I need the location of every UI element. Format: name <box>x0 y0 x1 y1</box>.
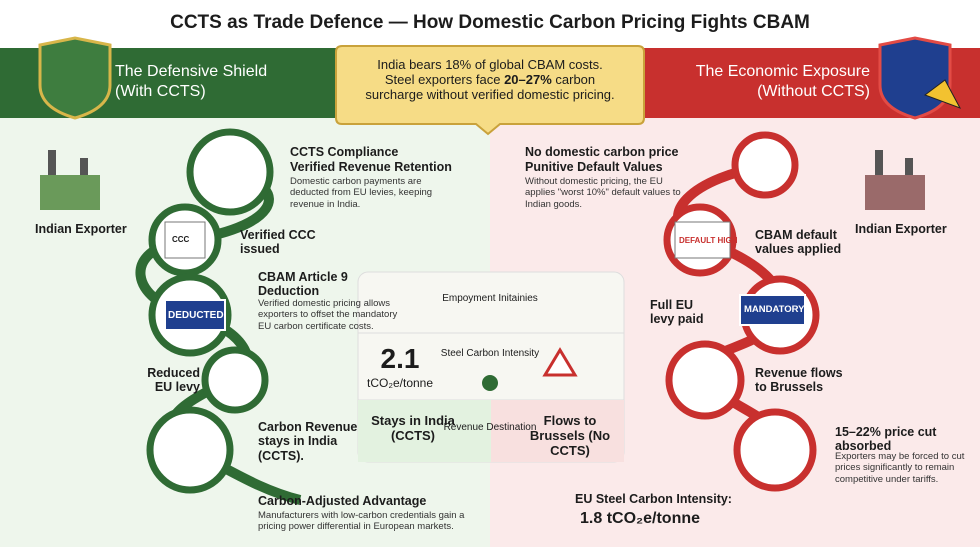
step-title: Full EU levy paid <box>650 298 704 327</box>
banner-text-part: carbon <box>551 71 596 87</box>
right-header-subtitle: (Without CCTS) <box>757 83 870 100</box>
banner-highlight: 20–27% <box>504 71 552 87</box>
step-title: Reduced EU levy <box>147 366 200 395</box>
stamp-label: DEDUCTED <box>168 310 224 321</box>
chimney <box>80 158 88 175</box>
left-header-subtitle: (With CCTS) <box>115 83 206 100</box>
step-body: Domestic carbon payments are deducted fr… <box>290 176 433 210</box>
shield-icon <box>38 36 112 120</box>
step-subtitle: Punitive Default Values <box>525 160 663 174</box>
node <box>731 131 799 199</box>
warning-icon <box>923 79 962 109</box>
banner-box <box>335 45 645 136</box>
certificate-label: CCC <box>172 235 190 244</box>
row-label: Empoyment Initainies <box>442 293 538 304</box>
step-body: Verified domestic pricing allows exporte… <box>258 298 398 332</box>
left-header-title: The Defensive Shield <box>115 63 268 80</box>
step-title: No domestic carbon price <box>525 145 679 159</box>
factory-body <box>865 175 925 210</box>
node <box>146 406 234 494</box>
right-cell-text: Flows to Brussels (No CCTS) <box>529 413 611 458</box>
step-title: CCTS Compliance <box>290 145 399 159</box>
right-header-title: The Economic Exposure <box>695 63 870 80</box>
chimney <box>875 150 883 175</box>
step-title: 15–22% price cut absorbed <box>835 425 937 454</box>
step-title: Carbon Revenue stays in India (CCTS). <box>258 420 358 463</box>
exporter-label: Indian Exporter <box>35 222 127 236</box>
left-cell-text: Stays in India (CCTS) <box>371 413 455 443</box>
eu-flag <box>739 294 806 326</box>
node <box>186 128 274 216</box>
step-subtitle: Verified Revenue Retention <box>290 160 452 174</box>
step-title: Carbon-Adjusted Advantage <box>258 494 427 508</box>
footer-value: 1.8 tCO₂e/tonne <box>580 510 701 527</box>
row-label: Steel Carbon Intensity <box>440 348 540 359</box>
node <box>201 346 269 414</box>
document <box>674 221 731 259</box>
banner-line: India bears 18% of global CBAM costs. <box>377 57 603 72</box>
step-title: Revenue flows to Brussels <box>755 366 843 395</box>
arrow-icon <box>482 375 498 391</box>
node <box>733 408 817 492</box>
right-cell <box>491 400 624 462</box>
factory-left <box>40 150 100 210</box>
footer-label: EU Steel Carbon Intensity: <box>575 492 732 506</box>
intensity-unit: tCO₂e/tonne <box>366 376 434 390</box>
alert-icon <box>542 347 578 377</box>
step-title: Verified CCC issued <box>240 228 316 257</box>
banner-line: surcharge without verified domestic pric… <box>365 86 615 102</box>
title: CCTS as Trade Defence — How Domestic Car… <box>170 12 810 33</box>
document-label: DEFAULT HIGH <box>679 236 738 245</box>
banner-text: India bears 18% of global CBAM costs. St… <box>340 57 640 103</box>
chimney <box>48 150 56 175</box>
intensity-value: 2.1 <box>380 343 420 374</box>
banner-line: Steel exporters face 20–27% carbon <box>340 71 640 88</box>
certificate <box>164 221 206 259</box>
step-body: Manufacturers with low-carbon credential… <box>258 510 465 533</box>
broken-shield-icon <box>878 36 952 120</box>
step-title: CBAM Article 9 Deduction <box>258 270 348 299</box>
eu-flag <box>164 299 226 331</box>
factory-right <box>865 150 925 210</box>
factory-body <box>40 175 100 210</box>
step-title: CBAM default values applied <box>755 228 842 257</box>
row-label: Revenue Destination <box>443 422 537 433</box>
step-body: Exporters may be forced to cut prices si… <box>835 451 965 485</box>
step-body: Without domestic pricing, the EU applies… <box>525 176 681 210</box>
stamp-label: MANDATORY <box>744 304 805 315</box>
banner-text-part: Steel exporters face <box>384 71 505 87</box>
chimney <box>905 158 913 175</box>
exporter-label: Indian Exporter <box>855 222 947 236</box>
left-cell <box>358 400 491 462</box>
node <box>665 340 745 420</box>
